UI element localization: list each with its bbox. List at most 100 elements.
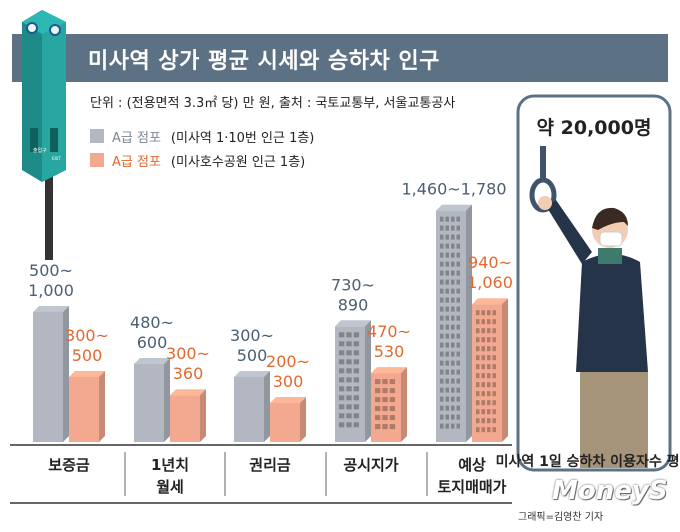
brand-logo: MoneyS: [552, 476, 668, 506]
bar-series-1: [134, 358, 170, 442]
building-window: [346, 341, 352, 347]
building-window: [382, 415, 388, 421]
building-window: [445, 342, 449, 348]
building-window: [445, 243, 449, 249]
building-window: [456, 369, 460, 375]
building-window: [492, 427, 496, 433]
building-window: [451, 270, 455, 276]
building-window: [492, 373, 496, 379]
category-label: 보증금: [48, 456, 90, 474]
sign-pole: [45, 160, 53, 260]
building-window: [476, 310, 480, 316]
building-window: [492, 328, 496, 334]
building-window: [440, 252, 444, 258]
building-window: [487, 382, 491, 388]
bar-top: [234, 371, 270, 377]
bar-series-2: [472, 298, 508, 442]
building-window: [353, 341, 359, 347]
bar-series-2: [371, 367, 407, 442]
bar-side: [401, 367, 407, 442]
legend-label: A급 점포: [112, 154, 161, 170]
building-window: [375, 379, 381, 385]
building-window: [476, 391, 480, 397]
building-window: [481, 310, 485, 316]
building-window: [487, 328, 491, 334]
building-window: [456, 351, 460, 357]
building-window: [440, 297, 444, 303]
building-window: [456, 216, 460, 222]
building-window: [353, 350, 359, 356]
legend-swatch: [90, 153, 104, 167]
unit-source-note: 단위 : (전용면적 3.3㎡ 당) 만 원, 출처 : 국토교통부, 서울교통…: [90, 96, 456, 111]
building-window: [492, 346, 496, 352]
building-window: [481, 319, 485, 325]
category-label: 1년치: [151, 456, 189, 474]
building-window: [339, 377, 345, 383]
building-window: [451, 225, 455, 231]
building-window: [487, 355, 491, 361]
legend-detail: (미사호수공원 인근 1층): [170, 154, 306, 170]
building-window: [456, 378, 460, 384]
building-window: [353, 422, 359, 428]
building-window: [445, 252, 449, 258]
building-window: [440, 315, 444, 321]
building-window: [456, 252, 460, 258]
building-window: [451, 297, 455, 303]
building-window: [353, 395, 359, 401]
person-hair: [592, 207, 628, 230]
building-window: [476, 337, 480, 343]
building-window: [339, 422, 345, 428]
building-window: [440, 225, 444, 231]
building-window: [451, 333, 455, 339]
building-window: [339, 395, 345, 401]
building-window: [451, 306, 455, 312]
bar-top: [33, 306, 69, 312]
data-label: 500~: [29, 261, 73, 280]
building-window: [476, 382, 480, 388]
building-window: [382, 379, 388, 385]
building-window: [487, 319, 491, 325]
title-bar: [12, 34, 668, 82]
data-label: 300: [273, 372, 304, 391]
building-window: [492, 418, 496, 424]
sign-exit-text: 출입구: [33, 147, 47, 154]
building-window: [456, 306, 460, 312]
building-window: [346, 359, 352, 365]
bar-series-1: [436, 204, 472, 442]
building-window: [440, 396, 444, 402]
bar-front: [270, 403, 300, 442]
building-window: [445, 423, 449, 429]
sign-panel: [30, 128, 38, 152]
legend-item-series-1: A급 점포 (미사역 1·10번 인근 1층): [90, 126, 314, 146]
building-window: [382, 424, 388, 430]
building-window: [451, 396, 455, 402]
building-window: [451, 342, 455, 348]
bar-side: [99, 371, 105, 442]
building-window: [346, 377, 352, 383]
bar-side: [502, 298, 508, 442]
category-label: 예상: [458, 456, 486, 474]
bar-side: [200, 389, 206, 442]
building-window: [440, 261, 444, 267]
building-window: [445, 369, 449, 375]
building-window: [481, 382, 485, 388]
legend-label: A급 점포: [112, 130, 161, 146]
data-label: 300~: [230, 326, 274, 345]
building-window: [487, 346, 491, 352]
metro-logo-icon: [49, 24, 61, 36]
building-window: [481, 373, 485, 379]
building-window: [451, 369, 455, 375]
building-window: [445, 261, 449, 267]
building-window: [389, 415, 395, 421]
building-window: [456, 270, 460, 276]
building-window: [440, 414, 444, 420]
person-scarf: [598, 248, 622, 264]
category-label: 월세: [156, 478, 184, 496]
building-window: [440, 234, 444, 240]
building-window: [440, 243, 444, 249]
data-label: 300~: [65, 326, 109, 345]
building-window: [445, 378, 449, 384]
building-window: [481, 346, 485, 352]
subway-sign-illustration: 출입구 EXIT: [22, 10, 66, 260]
building-window: [487, 337, 491, 343]
